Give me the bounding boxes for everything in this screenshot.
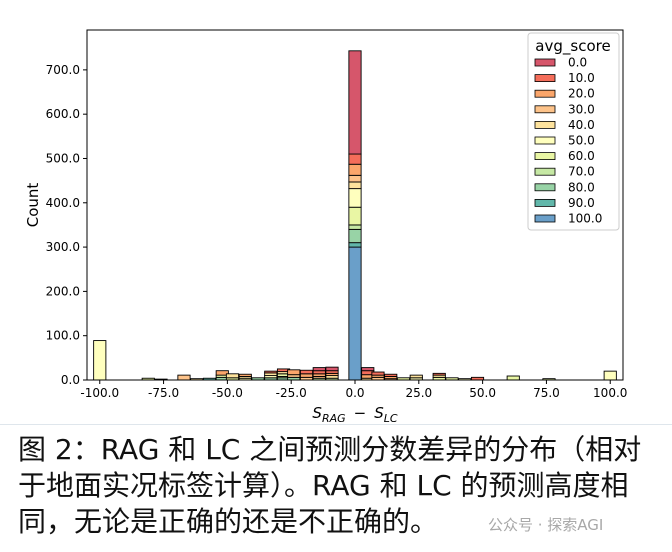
bar-segment-bin16-score70.0 [348, 224, 362, 230]
bar-segment-bin29-score50.0 [603, 370, 617, 381]
x-tick-label: 75.0 [533, 386, 560, 400]
bar-segment-bin18-score10.0 [371, 371, 385, 376]
legend-label-0.0: 0.0 [568, 56, 587, 70]
bar-segment-bin13-score10.0 [299, 369, 314, 375]
x-label-sub1: RAG [322, 412, 346, 425]
legend-label-80.0: 80.0 [568, 180, 595, 194]
bar-segment-bin19-score10.0 [384, 373, 398, 377]
legend-items: 0.010.0 20.030.0 40.0 50.060.0 70.080.0 90.0 1… [534, 56, 602, 226]
legend-swatch-100.0 [534, 214, 556, 223]
y-tick-label: 700.0 [46, 63, 80, 77]
x-tick-label: 50.0 [469, 386, 496, 400]
bar-segment-bin16-score50.0 [348, 188, 362, 208]
legend-label-10.0: 10.0 [568, 71, 595, 85]
y-tick-label: 600.0 [46, 107, 80, 121]
legend-label-50.0: 50.0 [568, 134, 595, 148]
bar-segment-bin10-score10.0 [264, 370, 278, 374]
bar-segment-bin0-score50.0 [93, 340, 107, 381]
legend-box [527, 32, 620, 231]
y-tick-label: 100.0 [46, 329, 80, 343]
bar-segment-bin14-score0.0 [312, 367, 326, 372]
x-tick-label: 100.0 [593, 386, 627, 400]
bar-segment-bin7-score40.0 [225, 373, 240, 379]
legend-swatch-70.0 [534, 167, 556, 176]
legend-swatch-10.0 [534, 74, 556, 82]
legend-label-60.0: 60.0 [568, 149, 595, 163]
bar-segment-bin15-score0.0 [325, 366, 339, 372]
legend-swatch-30.0 [534, 105, 556, 114]
bar-segment-bin16-score40.0 [348, 181, 362, 190]
legend-label-20.0: 20.0 [568, 87, 595, 101]
y-tick-label: 200.0 [46, 284, 80, 298]
bar-segment-bin16-score30.0 [348, 174, 362, 183]
bar-segment-bin16-score100.0 [348, 246, 362, 381]
bar-segment-bin27-score60.0 [506, 375, 520, 381]
legend-swatch-60.0 [534, 152, 556, 161]
x-tick-label: 0.0 [345, 386, 364, 400]
bar-segment-bin16-score80.0 [348, 228, 362, 244]
legend-swatch-90.0 [534, 198, 556, 207]
bar-segment-bin16-score60.0 [348, 206, 362, 226]
y-tick-label: 500.0 [46, 151, 80, 165]
bar-segment-bin22-score10.0 [432, 372, 446, 376]
x-tick-label: -25.0 [276, 386, 307, 400]
legend-label-40.0: 40.0 [568, 118, 595, 132]
legend-swatch-80.0 [534, 183, 556, 192]
x-label-s1: S [312, 404, 322, 422]
x-tick-label: -100.0 [80, 386, 119, 400]
bar-segment-bin12-score20.0 [287, 369, 301, 376]
legend: avg_score 0.010.0 20.030.0 40.0 50.060.0 70.… [527, 32, 620, 231]
legend-swatch-0.0 [534, 58, 556, 67]
legend-label-90.0: 90.0 [568, 196, 595, 210]
x-tick-label: -50.0 [212, 386, 243, 400]
bar-segment-bin14-score10.0 [312, 370, 326, 375]
y-tick-label: 400.0 [46, 196, 80, 210]
legend-title: avg_score [535, 37, 610, 56]
bar-segment-bin16-score90.0 [348, 242, 362, 248]
bar-segment-bin3-score30.0 [177, 374, 191, 381]
bar-segment-bin17-score0.0 [361, 367, 375, 372]
legend-swatch-40.0 [534, 121, 556, 129]
x-label-sub2: LC [384, 412, 398, 425]
bar-segment-bin16-score0.0 [348, 50, 362, 155]
y-axis-ticks: 0.0 100.0 200.0 300.0 400.0 500.0 600.0 700.0 [46, 63, 87, 387]
legend-swatch-50.0 [534, 136, 556, 145]
figure-caption: 图 2：RAG 和 LC 之间预测分数差异的分布（相对于地面实况标签计算）。RA… [18, 433, 642, 538]
x-label-minus: − [354, 404, 367, 422]
y-axis-label: Count [24, 183, 42, 228]
bar-segment-bin13-score20.0 [299, 373, 314, 378]
x-axis-ticks: -100.0 -75.0 -50.0 -25.0 0.0 25.0 50.0 75.0 100.… [80, 380, 627, 400]
x-label-s2: S [374, 404, 384, 422]
bar-segment-bin16-score20.0 [348, 163, 362, 176]
legend-label-70.0: 70.0 [568, 165, 595, 179]
x-axis-label: SRAG − SLC [312, 404, 397, 425]
watermark: 公众号 · 探索AGI [486, 514, 606, 535]
y-tick-label: 300.0 [46, 240, 80, 254]
histogram-bars [93, 50, 617, 381]
x-tick-label: 25.0 [405, 386, 432, 400]
bar-segment-bin16-score10.0 [348, 153, 362, 165]
bar-segment-bin21-score40.0 [409, 374, 423, 379]
x-tick-label: -75.0 [148, 386, 179, 400]
legend-swatch-20.0 [534, 89, 556, 98]
legend-label-30.0: 30.0 [568, 102, 595, 116]
bar-segment-bin6-score20.0 [215, 370, 229, 376]
legend-label-100.0: 100.0 [568, 212, 602, 226]
caption-separator [0, 424, 672, 425]
bar-segment-bin8-score20.0 [238, 373, 252, 377]
y-tick-label: 0.0 [61, 373, 80, 387]
